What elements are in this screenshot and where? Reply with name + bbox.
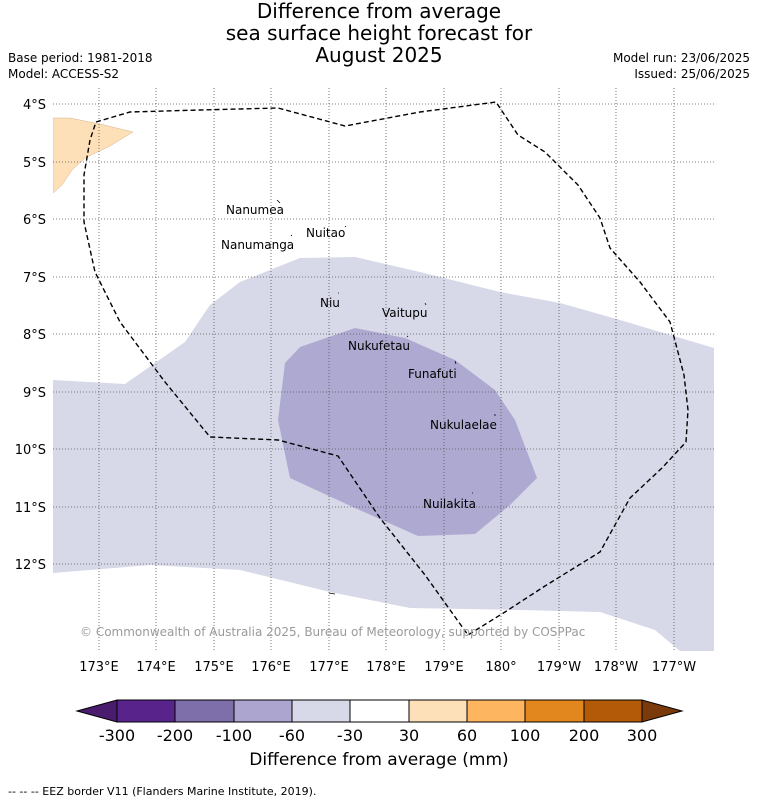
colorbar-segment [116, 699, 176, 723]
place-label: Nanumea [226, 203, 284, 217]
title-line-3: August 2025 [315, 43, 443, 67]
colorbar-label: Difference from average (mm) [249, 750, 509, 770]
colorbar-tick-label: 300 [627, 726, 658, 745]
colorbar-segment [524, 699, 585, 723]
colorbar-segment [583, 699, 643, 723]
place-label: Vaitupu [382, 306, 428, 320]
lon-tick-label: 173°E [79, 660, 119, 675]
place-label: Nuilakita [423, 497, 476, 511]
colorbar-tick-label: 30 [399, 726, 419, 745]
place-label: Funafuti [408, 367, 457, 381]
lon-tick-label: 175°E [194, 660, 234, 675]
colorbar-segment [408, 699, 468, 723]
lat-tick-label: 7°S [23, 271, 46, 286]
map-plot-area: Nanumea Nuitao Nanumanga Niu Vaitupu Nuk… [53, 88, 714, 651]
model-name: Model: ACCESS-S2 [8, 67, 120, 81]
title-line-2: sea surface height forecast for [225, 21, 533, 45]
colorbar-tick-label: 200 [569, 726, 600, 745]
colorbar-arrow-high [641, 699, 684, 723]
lat-tick-label: 10°S [15, 443, 46, 458]
lon-tick-label: 174°E [136, 660, 176, 675]
lon-tick-label: 178°E [366, 660, 406, 675]
colorbar-segment [233, 699, 293, 723]
colorbar-tick-label: 60 [457, 726, 477, 745]
place-label: Nukulaelae [430, 418, 497, 432]
colorbar-segment [291, 699, 351, 723]
model-run: Model run: 23/06/2025 [612, 51, 750, 65]
place-label: Nukufetau [348, 339, 410, 353]
lon-tick-label: 180° [485, 660, 516, 675]
lat-tick-label: 4°S [23, 98, 46, 113]
colorbar-tick-label: -30 [337, 726, 363, 745]
lat-tick-label: 6°S [23, 213, 46, 228]
anomaly-region-medium [278, 328, 537, 536]
colorbar-segment [466, 699, 526, 723]
anomaly-region-positive [53, 117, 134, 194]
lat-tick-label: 11°S [15, 501, 46, 516]
graticule [53, 88, 714, 651]
place-label: Nanumanga [221, 238, 294, 252]
issued-date: Issued: 25/06/2025 [634, 67, 750, 81]
island-marks [276, 199, 496, 595]
colorbar-tick-label: 100 [510, 726, 541, 745]
lat-tick-label: 8°S [23, 328, 46, 343]
map-title: Difference from average sea surface heig… [0, 0, 758, 66]
title-line-1: Difference from average [256, 0, 502, 23]
lat-tick-label: 5°S [23, 156, 46, 171]
lat-tick-label: 12°S [15, 558, 46, 573]
meta-right: Model run: 23/06/2025 Issued: 25/06/2025 [613, 50, 750, 82]
colorbar-arrow-low [75, 699, 118, 723]
base-period: Base period: 1981-2018 [8, 51, 153, 65]
copyright-credit: © Commonwealth of Australia 2025, Bureau… [80, 625, 585, 639]
place-label: Nuitao [306, 226, 345, 240]
lon-tick-label: 179°E [424, 660, 464, 675]
lon-tick-label: 179°W [537, 660, 581, 675]
place-label: Niu [320, 296, 340, 310]
lon-tick-label: 176°E [251, 660, 291, 675]
colorbar-tick-label: -300 [99, 726, 135, 745]
eez-border [83, 101, 689, 636]
colorbar [75, 699, 684, 723]
eez-legend: -- -- -- EEZ border V11 (Flanders Marine… [8, 785, 317, 798]
colorbar-tick-label: -100 [216, 726, 252, 745]
colorbar-tick-label: -60 [279, 726, 305, 745]
lat-tick-label: 9°S [23, 386, 46, 401]
colorbar-segment [174, 699, 235, 723]
colorbar-tick-label: -200 [157, 726, 193, 745]
lon-tick-label: 177°W [652, 660, 696, 675]
lon-tick-label: 177°E [309, 660, 349, 675]
lon-tick-label: 178°W [594, 660, 638, 675]
colorbar-segment [349, 699, 410, 723]
meta-left: Base period: 1981-2018 Model: ACCESS-S2 [8, 50, 153, 82]
